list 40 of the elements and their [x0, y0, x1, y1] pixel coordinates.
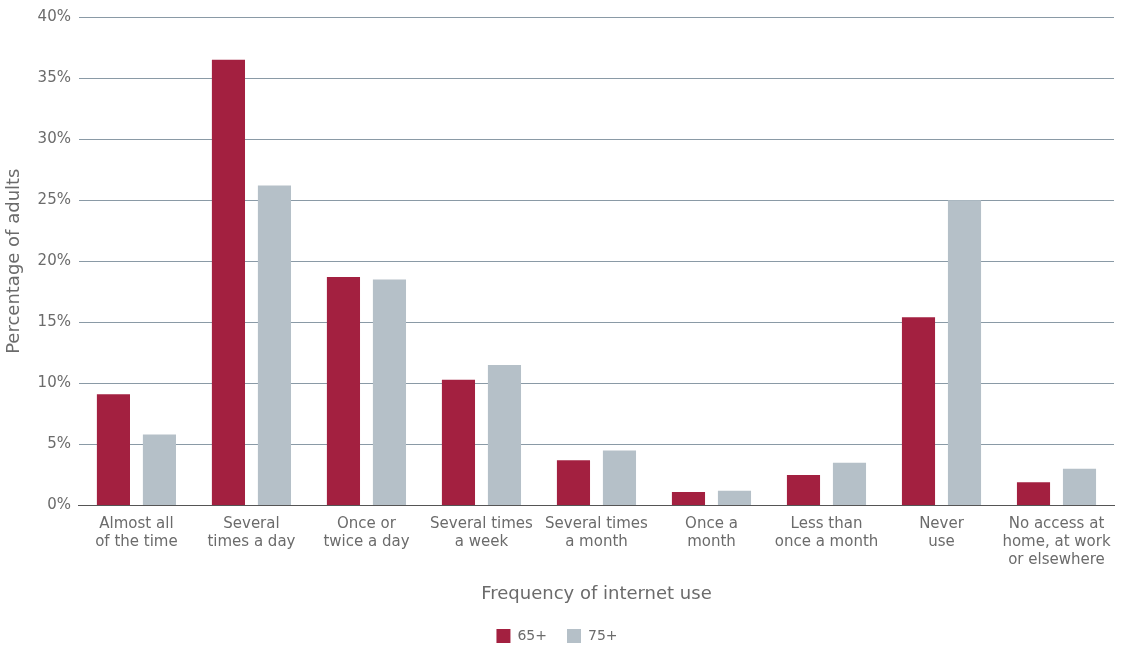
bar	[1062, 468, 1097, 505]
bar	[211, 59, 246, 505]
y-tick-label: 35%	[37, 67, 71, 86]
x-tick-label: Several times a week	[430, 514, 534, 551]
x-tick-label: Several times a day	[207, 514, 296, 551]
bar	[786, 474, 821, 505]
y-tick-label: 10%	[37, 373, 71, 392]
bar	[717, 490, 752, 505]
y-tick-label: 20%	[37, 251, 71, 270]
x-tick-label: Never use	[919, 514, 965, 551]
bar	[257, 185, 292, 505]
y-tick-label: 15%	[37, 312, 71, 331]
bar	[487, 364, 522, 505]
x-tick-label: No access at home, at work or elsewhere	[1002, 514, 1111, 569]
x-axis-title: Frequency of internet use	[481, 581, 712, 603]
bar	[602, 450, 637, 505]
bar	[372, 279, 407, 505]
legend-label: 75+	[588, 626, 618, 643]
bar	[947, 200, 982, 505]
bar	[832, 462, 867, 505]
legend-label: 65+	[517, 626, 547, 643]
bar	[1016, 482, 1051, 505]
bar	[671, 491, 706, 505]
x-tick-label: Several times a month	[545, 514, 649, 551]
y-tick-label: 30%	[37, 128, 71, 147]
bar	[326, 277, 361, 505]
bar	[556, 460, 591, 505]
y-axis-title: Percentage of adults	[2, 168, 24, 354]
bar	[441, 379, 476, 505]
bar	[901, 317, 936, 505]
y-tick-label: 0%	[47, 495, 71, 514]
x-tick-label: Once or twice a day	[323, 514, 410, 551]
bar	[142, 434, 177, 505]
x-tick-label: Less than once a month	[774, 514, 879, 551]
x-tick-label: Almost all of the time	[95, 514, 178, 551]
y-tick-label: 5%	[47, 434, 71, 453]
y-tick-label: 40%	[37, 6, 71, 25]
x-tick-label: Once a month	[685, 514, 738, 551]
bar	[96, 394, 130, 505]
y-tick-label: 25%	[37, 190, 71, 209]
